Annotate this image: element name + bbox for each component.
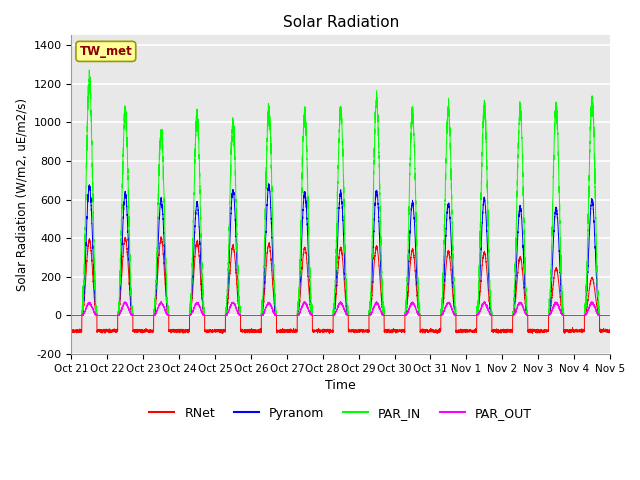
PAR_IN xyxy=(604,312,612,318)
PAR_OUT xyxy=(183,312,191,318)
PAR_OUT xyxy=(269,309,277,314)
Line: PAR_IN: PAR_IN xyxy=(72,70,610,315)
PAR_IN xyxy=(269,238,277,243)
PAR_OUT xyxy=(604,312,612,318)
RNet xyxy=(68,328,76,334)
PAR_IN xyxy=(183,312,191,318)
Pyranom xyxy=(68,312,76,318)
PAR_OUT xyxy=(177,312,185,318)
Y-axis label: Solar Radiation (W/m2, uE/m2/s): Solar Radiation (W/m2, uE/m2/s) xyxy=(15,98,28,291)
PAR_IN xyxy=(492,312,499,318)
PAR_OUT xyxy=(492,312,499,318)
Pyranom xyxy=(183,312,191,318)
PAR_OUT xyxy=(606,312,614,318)
PAR_IN xyxy=(415,300,423,305)
Pyranom xyxy=(269,264,277,270)
Pyranom xyxy=(604,312,612,318)
Pyranom xyxy=(606,312,614,318)
RNet xyxy=(183,328,191,334)
RNet xyxy=(433,331,441,336)
PAR_IN xyxy=(86,67,93,73)
Line: PAR_OUT: PAR_OUT xyxy=(72,301,610,315)
Line: Pyranom: Pyranom xyxy=(72,184,610,315)
Title: Solar Radiation: Solar Radiation xyxy=(282,15,399,30)
PAR_IN xyxy=(68,312,76,318)
RNet xyxy=(604,328,612,334)
Text: TW_met: TW_met xyxy=(79,45,132,58)
PAR_OUT xyxy=(68,312,76,318)
RNet xyxy=(492,327,499,333)
Pyranom xyxy=(415,307,423,312)
Pyranom xyxy=(492,312,499,318)
X-axis label: Time: Time xyxy=(325,379,356,392)
PAR_IN xyxy=(177,312,185,318)
RNet xyxy=(415,311,423,316)
PAR_OUT xyxy=(300,299,308,304)
RNet xyxy=(177,327,185,333)
RNet xyxy=(157,234,165,240)
Line: RNet: RNet xyxy=(72,237,610,334)
PAR_IN xyxy=(606,312,614,318)
Pyranom xyxy=(177,312,185,318)
Pyranom xyxy=(265,181,273,187)
RNet xyxy=(606,326,614,332)
PAR_OUT xyxy=(415,312,423,318)
Legend: RNet, Pyranom, PAR_IN, PAR_OUT: RNet, Pyranom, PAR_IN, PAR_OUT xyxy=(145,402,537,425)
RNet xyxy=(269,287,277,293)
